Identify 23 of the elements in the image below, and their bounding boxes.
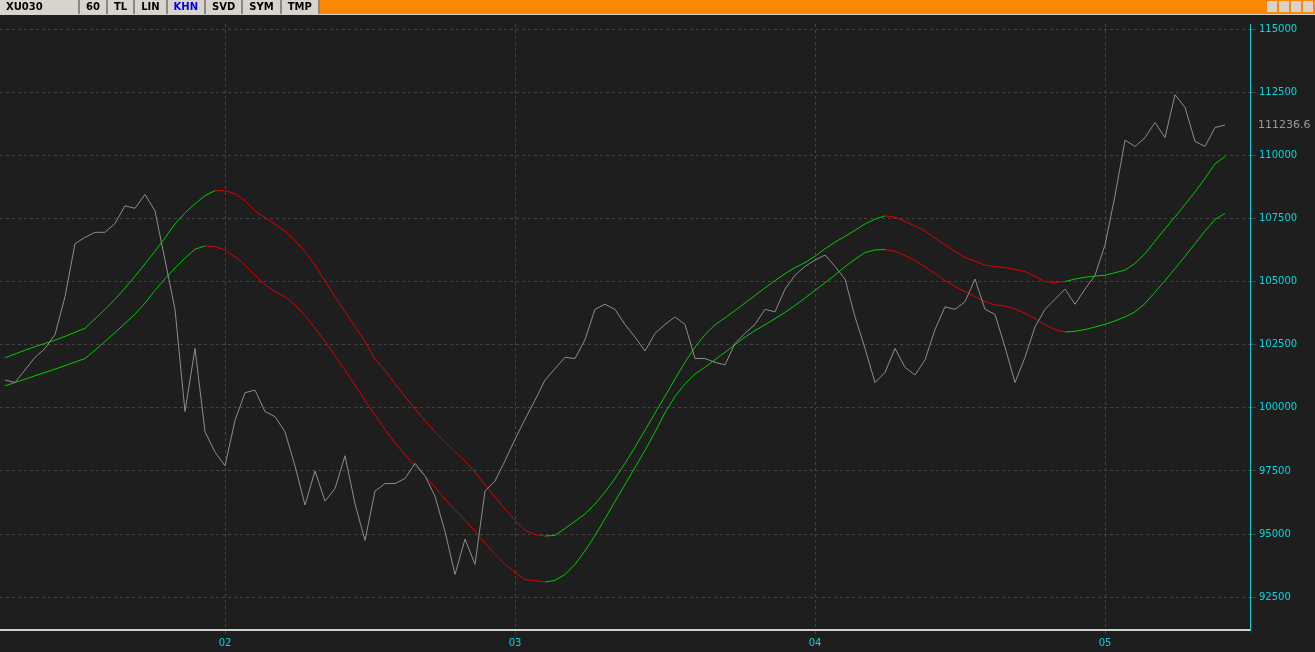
text: TMP — [281, 0, 320, 14]
y-tick-label: 105000 — [1259, 275, 1298, 287]
x-tick-label: 02 — [218, 636, 232, 648]
x-tick-label: 04 — [808, 636, 822, 648]
text: 111236.6 — [1258, 117, 1311, 131]
y-tick-label: 115000 — [1259, 22, 1298, 34]
y-tick-label: 100000 — [1259, 401, 1298, 413]
x-tick-label: 05 — [1098, 636, 1112, 648]
text: SVD — [206, 0, 244, 14]
chart-title: XU030 — [0, 0, 80, 14]
text: LIN — [135, 0, 168, 14]
y-tick-label: 97500 — [1259, 464, 1291, 476]
y-tick-label: 92500 — [1259, 590, 1291, 602]
text: KHN — [167, 0, 207, 14]
y-tick-label: 107500 — [1259, 212, 1298, 224]
y-tick-label: 95000 — [1259, 527, 1291, 539]
text: 60 — [80, 0, 108, 14]
y-tick-label: 102500 — [1259, 338, 1298, 350]
x-tick-label: 03 — [508, 636, 522, 648]
y-tick-label: 112500 — [1259, 85, 1298, 97]
y-tick-label: 110000 — [1259, 148, 1298, 160]
text: SYM — [243, 0, 282, 14]
text: TL — [107, 0, 136, 14]
